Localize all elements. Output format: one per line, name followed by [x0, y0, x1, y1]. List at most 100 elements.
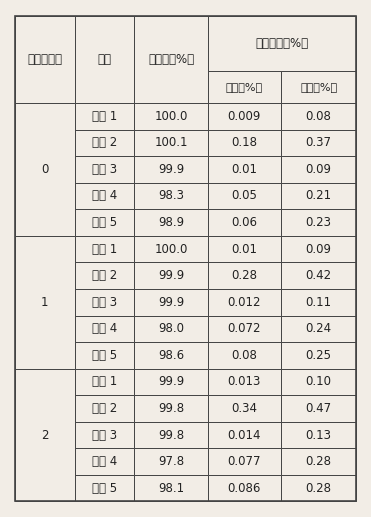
Bar: [281, 289, 356, 315]
Bar: [208, 395, 281, 422]
Text: 100.0: 100.0: [154, 242, 188, 255]
Text: 样品 2: 样品 2: [92, 136, 117, 149]
Bar: [208, 209, 281, 236]
Text: 0.37: 0.37: [306, 136, 332, 149]
Text: 98.6: 98.6: [158, 349, 184, 362]
Bar: [134, 156, 208, 183]
Bar: [281, 71, 356, 103]
Bar: [208, 342, 281, 369]
Bar: [75, 422, 134, 448]
Bar: [208, 315, 281, 342]
Bar: [75, 263, 134, 289]
Text: 0.42: 0.42: [306, 269, 332, 282]
Text: 0.25: 0.25: [306, 349, 332, 362]
Bar: [75, 183, 134, 209]
Text: 0.05: 0.05: [232, 189, 257, 203]
Bar: [134, 103, 208, 130]
Bar: [281, 395, 356, 422]
Text: 0: 0: [41, 163, 48, 176]
Text: 0.09: 0.09: [306, 242, 332, 255]
Bar: [75, 130, 134, 156]
Bar: [208, 422, 281, 448]
Bar: [15, 236, 75, 369]
Bar: [281, 422, 356, 448]
Bar: [281, 130, 356, 156]
Bar: [134, 315, 208, 342]
Bar: [208, 448, 281, 475]
Bar: [75, 315, 134, 342]
Bar: [281, 263, 356, 289]
Bar: [75, 475, 134, 501]
Text: 溶出度（%）: 溶出度（%）: [148, 53, 194, 66]
Text: 98.0: 98.0: [158, 322, 184, 336]
Bar: [134, 448, 208, 475]
Text: 2: 2: [41, 429, 49, 442]
Bar: [15, 369, 75, 501]
Text: 99.8: 99.8: [158, 429, 184, 442]
Text: 0.10: 0.10: [306, 375, 332, 388]
Text: 时间（月）: 时间（月）: [27, 53, 62, 66]
Bar: [134, 342, 208, 369]
Text: 0.086: 0.086: [228, 482, 261, 495]
Text: 0.34: 0.34: [232, 402, 257, 415]
Bar: [134, 422, 208, 448]
Text: 0.01: 0.01: [232, 242, 257, 255]
Bar: [281, 475, 356, 501]
Text: 0.06: 0.06: [232, 216, 257, 229]
Text: 样品 1: 样品 1: [92, 375, 117, 388]
Bar: [208, 263, 281, 289]
Bar: [75, 369, 134, 395]
Text: 100.0: 100.0: [154, 110, 188, 123]
Text: 0.014: 0.014: [228, 429, 261, 442]
Bar: [281, 103, 356, 130]
Bar: [134, 369, 208, 395]
Text: 样品: 样品: [98, 53, 111, 66]
Text: 单杂（%）: 单杂（%）: [226, 82, 263, 92]
Text: 样品 4: 样品 4: [92, 455, 117, 468]
Bar: [75, 103, 134, 130]
Bar: [281, 156, 356, 183]
Text: 有关物质（%）: 有关物质（%）: [255, 37, 308, 50]
Bar: [75, 209, 134, 236]
Bar: [75, 289, 134, 315]
Text: 样品 3: 样品 3: [92, 163, 117, 176]
Text: 0.13: 0.13: [306, 429, 332, 442]
Text: 98.9: 98.9: [158, 216, 184, 229]
Text: 0.28: 0.28: [306, 482, 332, 495]
Text: 样品 5: 样品 5: [92, 349, 117, 362]
Text: 样品 5: 样品 5: [92, 216, 117, 229]
Bar: [281, 448, 356, 475]
Text: 100.1: 100.1: [154, 136, 188, 149]
Text: 0.012: 0.012: [228, 296, 261, 309]
Bar: [75, 395, 134, 422]
Bar: [134, 183, 208, 209]
Bar: [75, 16, 134, 103]
Text: 样品 4: 样品 4: [92, 322, 117, 336]
Text: 样品 2: 样品 2: [92, 269, 117, 282]
Text: 0.009: 0.009: [228, 110, 261, 123]
Text: 0.47: 0.47: [306, 402, 332, 415]
Text: 99.9: 99.9: [158, 296, 184, 309]
Text: 0.013: 0.013: [228, 375, 261, 388]
Text: 样品 3: 样品 3: [92, 296, 117, 309]
Text: 0.072: 0.072: [228, 322, 261, 336]
Text: 样品 4: 样品 4: [92, 189, 117, 203]
Bar: [15, 16, 75, 103]
Bar: [15, 103, 75, 236]
Bar: [134, 475, 208, 501]
Text: 0.28: 0.28: [232, 269, 257, 282]
Text: 0.23: 0.23: [306, 216, 332, 229]
Bar: [134, 395, 208, 422]
Bar: [75, 342, 134, 369]
Text: 样品 5: 样品 5: [92, 482, 117, 495]
Bar: [134, 130, 208, 156]
Bar: [208, 475, 281, 501]
Bar: [208, 130, 281, 156]
Text: 0.24: 0.24: [306, 322, 332, 336]
Text: 98.1: 98.1: [158, 482, 184, 495]
Bar: [134, 289, 208, 315]
Bar: [281, 236, 356, 263]
Text: 1: 1: [41, 296, 49, 309]
Bar: [134, 16, 208, 103]
Bar: [208, 236, 281, 263]
